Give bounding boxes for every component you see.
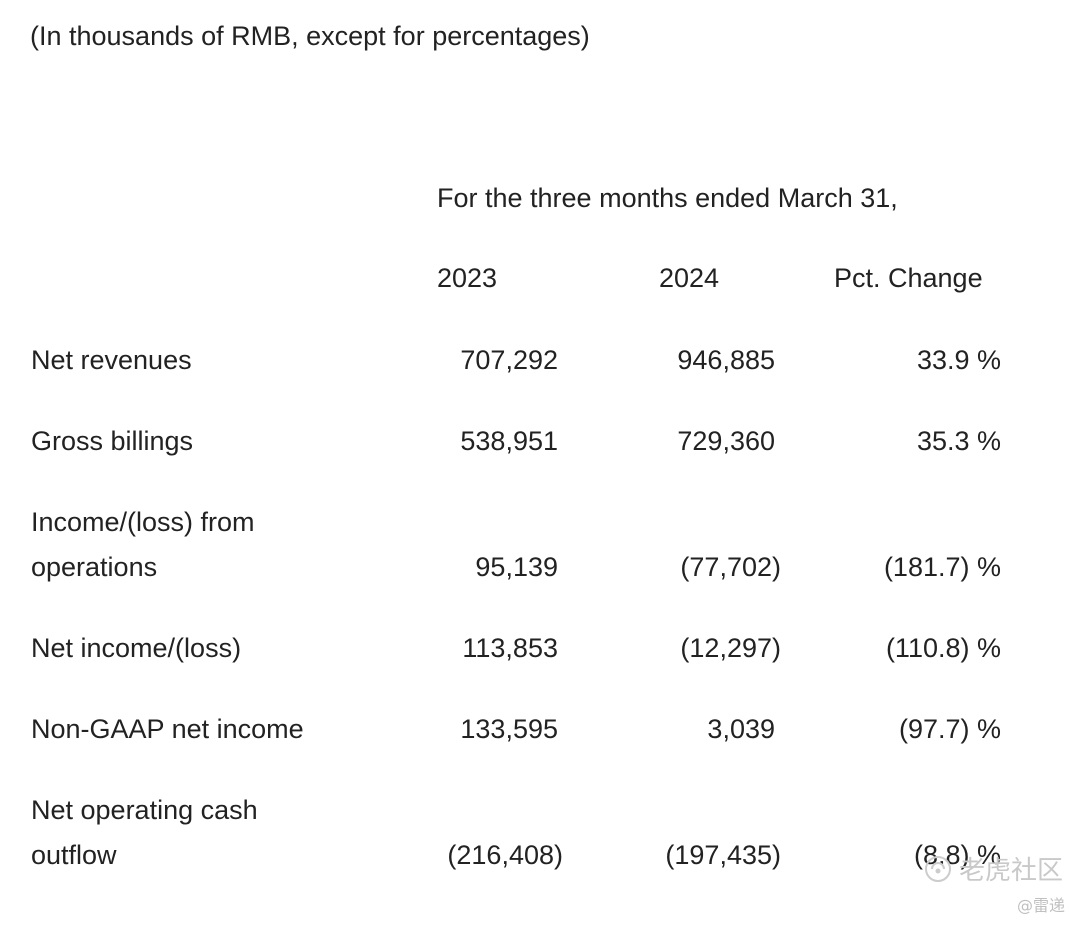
tiger-community-logo-icon <box>924 855 951 882</box>
cell-net-operating-cash-outflow-2023: (216,408) <box>447 840 563 870</box>
cell-non-gaap-net-income-2024: 3,039 <box>707 714 775 744</box>
row-label-net-revenues: Net revenues <box>31 345 192 375</box>
cell-gross-billings-pct: 35.3 % <box>916 426 1001 456</box>
watermark-author: @雷递 <box>1016 896 1065 915</box>
row-label-income-from-operations-line1: Income/(loss) from <box>31 507 255 537</box>
cell-gross-billings-2023: 538,951 <box>460 426 558 456</box>
cell-non-gaap-net-income-2023: 133,595 <box>460 714 558 744</box>
row-label-income-from-operations-line2: operations <box>31 552 158 582</box>
column-header-pct-change: Pct. Change <box>834 263 983 293</box>
watermark-brand: 老虎社区 <box>958 856 1063 886</box>
cell-net-operating-cash-outflow-2024: (197,435) <box>665 840 781 870</box>
watermark: 老虎社区 <box>923 850 1063 887</box>
cell-net-income-pct: (110.8) % <box>885 633 1001 663</box>
cell-non-gaap-net-income-pct: (97.7) % <box>898 714 1001 744</box>
cell-income-from-operations-pct: (181.7) % <box>883 552 1001 582</box>
row-label-net-operating-cash-outflow-line2: outflow <box>31 840 117 870</box>
cell-net-income-2023: 113,853 <box>462 633 558 663</box>
units-note: (In thousands of RMB, except for percent… <box>30 21 590 51</box>
period-header: For the three months ended March 31, <box>437 183 898 213</box>
cell-net-revenues-2024: 946,885 <box>677 345 775 375</box>
row-label-net-income: Net income/(loss) <box>31 633 242 663</box>
row-label-non-gaap-net-income: Non-GAAP net income <box>31 714 304 744</box>
column-header-2023: 2023 <box>437 263 498 293</box>
cell-net-revenues-2023: 707,292 <box>460 345 558 375</box>
row-label-gross-billings: Gross billings <box>31 426 194 456</box>
cell-net-income-2024: (12,297) <box>680 633 781 663</box>
cell-gross-billings-2024: 729,360 <box>677 426 775 456</box>
cell-net-operating-cash-outflow-pct: (8.8) % <box>913 840 1001 870</box>
row-label-net-operating-cash-outflow-line1: Net operating cash <box>31 795 258 825</box>
cell-income-from-operations-2024: (77,702) <box>680 552 781 582</box>
cell-income-from-operations-2023: 95,139 <box>475 552 558 582</box>
column-header-2024: 2024 <box>659 263 720 293</box>
cell-net-revenues-pct: 33.9 % <box>916 345 1001 375</box>
